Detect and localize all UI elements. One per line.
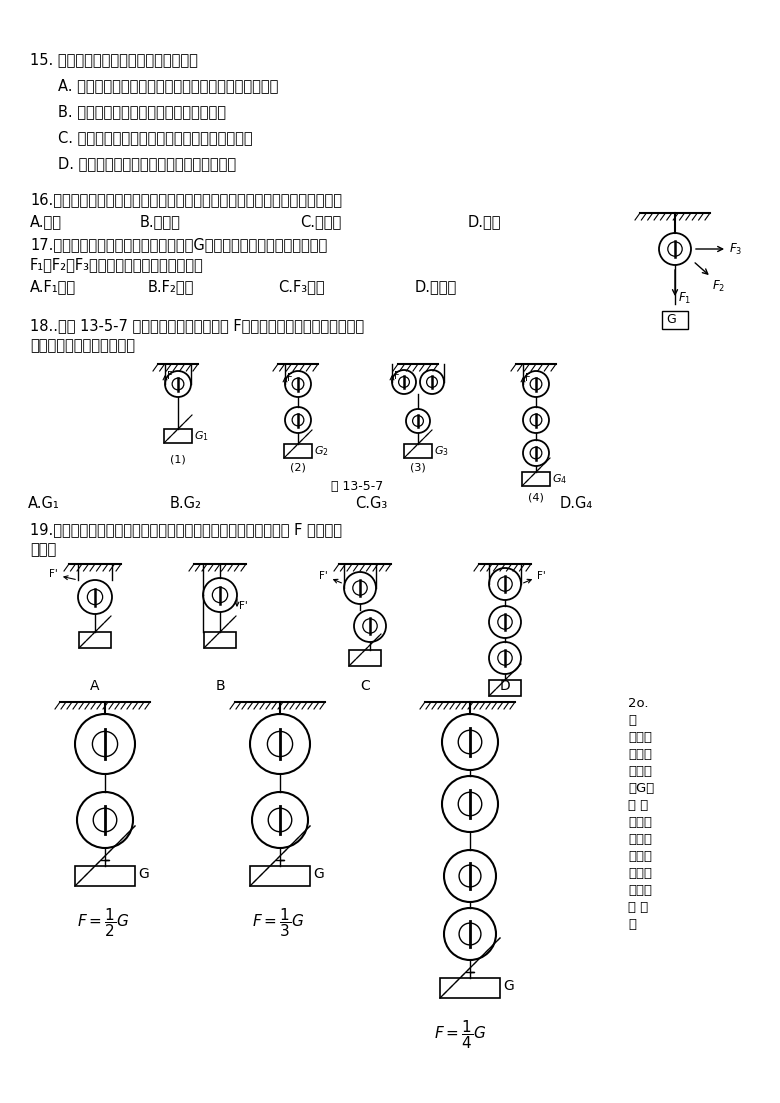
Text: (4): (4) <box>528 492 544 502</box>
Text: 15. 下列几种说法中正确的是（　　）。: 15. 下列几种说法中正确的是（ ）。 <box>30 52 198 67</box>
Text: C.G₃: C.G₃ <box>355 496 387 511</box>
Text: 滑轮组: 滑轮组 <box>628 748 652 761</box>
Text: F': F' <box>537 571 546 581</box>
Text: $F=\dfrac{1}{2}G$: $F=\dfrac{1}{2}G$ <box>77 906 129 939</box>
Text: F: F <box>167 371 172 381</box>
Text: (1): (1) <box>170 454 186 464</box>
Text: F': F' <box>319 571 328 581</box>
Text: A.G₁: A.G₁ <box>28 496 60 511</box>
Text: $G_2$: $G_2$ <box>314 445 328 458</box>
Text: A: A <box>90 679 100 693</box>
Text: B.G₂: B.G₂ <box>170 496 202 511</box>
Text: G: G <box>666 313 675 326</box>
Text: 物 体: 物 体 <box>628 799 648 812</box>
Text: $F_3$: $F_3$ <box>729 242 743 257</box>
Text: （　）: （ ） <box>30 542 56 557</box>
Text: 按: 按 <box>628 714 636 727</box>
Text: F': F' <box>239 601 248 611</box>
Text: 重，不: 重，不 <box>628 816 652 829</box>
Bar <box>522 472 550 486</box>
Text: B.F₂最大: B.F₂最大 <box>148 279 194 295</box>
Bar <box>440 978 500 998</box>
Bar <box>79 632 111 647</box>
Text: C.定滑轮: C.定滑轮 <box>300 214 342 229</box>
Text: 要求给: 要求给 <box>628 731 652 745</box>
Text: 2o.: 2o. <box>628 697 648 710</box>
Text: （G为: （G为 <box>628 782 654 795</box>
Bar <box>164 429 192 443</box>
Text: (2): (2) <box>290 462 306 472</box>
Text: 16.希望中学要安装升旗杆，下列简单机械中，适合安装在旗杆顶端的是（　）: 16.希望中学要安装升旗杆，下列简单机械中，适合安装在旗杆顶端的是（ ） <box>30 192 342 207</box>
Bar <box>404 445 432 458</box>
Text: (3): (3) <box>410 462 426 472</box>
Text: $F_2$: $F_2$ <box>712 279 725 295</box>
Text: C. 滑轮组的省力情况决定于承担物重的绳子段数: C. 滑轮组的省力情况决定于承担物重的绳子段数 <box>58 130 253 144</box>
Text: 考虑摩: 考虑摩 <box>628 833 652 846</box>
Bar <box>349 650 381 666</box>
Text: G: G <box>503 979 514 993</box>
Text: A.杠杆: A.杠杆 <box>30 214 62 229</box>
Text: ）: ） <box>628 918 636 931</box>
Text: C.F₃最大: C.F₃最大 <box>278 279 324 295</box>
Text: 擦及动: 擦及动 <box>628 850 652 863</box>
Text: C: C <box>360 679 370 693</box>
Text: F: F <box>287 373 292 383</box>
Bar <box>284 445 312 458</box>
Text: D. 任何滑轮组都具有既省力又省距离的優点: D. 任何滑轮组都具有既省力又省距离的優点 <box>58 156 236 171</box>
Text: F: F <box>525 373 530 383</box>
Text: 滑轮、: 滑轮、 <box>628 867 652 880</box>
Text: D.斜面: D.斜面 <box>468 214 502 229</box>
Bar <box>204 632 236 647</box>
Text: $F=\dfrac{1}{4}G$: $F=\dfrac{1}{4}G$ <box>434 1018 486 1051</box>
Text: F: F <box>394 371 399 381</box>
Text: D.G₄: D.G₄ <box>560 496 593 511</box>
Text: $G_3$: $G_3$ <box>434 445 448 458</box>
Text: G: G <box>138 867 149 881</box>
Text: $F_1$: $F_1$ <box>678 291 691 307</box>
Text: F': F' <box>49 569 58 579</box>
Text: A.F₁最大: A.F₁最大 <box>30 279 76 295</box>
Text: B. 滑轮组的省力情况决定于动滑轮的个数: B. 滑轮组的省力情况决定于动滑轮的个数 <box>58 104 226 119</box>
Text: D.一样大: D.一样大 <box>415 279 457 295</box>
Text: $G_1$: $G_1$ <box>194 429 209 442</box>
Bar <box>250 866 310 886</box>
Text: F₁、F₂、F₃，则三个力大小关系是（　）: F₁、F₂、F₃，则三个力大小关系是（ ） <box>30 257 204 272</box>
Text: $G_4$: $G_4$ <box>552 472 567 485</box>
Text: D: D <box>500 679 510 693</box>
Text: 18..如图 13-5-7 所示，人对绳的拉力都是 F，将各重物匀速提起。不计动滑: 18..如图 13-5-7 所示，人对绳的拉力都是 F，将各重物匀速提起。不计动… <box>30 318 364 333</box>
Bar <box>75 866 135 886</box>
Text: 重 力: 重 力 <box>628 901 648 914</box>
Text: B: B <box>215 679 225 693</box>
Text: 绳子的: 绳子的 <box>628 884 652 897</box>
Text: 19.用不同机械将同样重物匀速提升，若不计摩擦和滑轮重，拉力 F 最小的是: 19.用不同机械将同样重物匀速提升，若不计摩擦和滑轮重，拉力 F 最小的是 <box>30 522 342 537</box>
Text: A. 任何一个滑轮组都具备既省力又改变动力方向的優点: A. 任何一个滑轮组都具备既省力又改变动力方向的優点 <box>58 78 278 93</box>
Text: 图 13-5-7: 图 13-5-7 <box>331 480 383 493</box>
Text: B.动滑轮: B.动滑轮 <box>140 214 181 229</box>
Text: 17.如图所示，通过定滑轮匀速提起重物G时，向三个方向拉动的力分别为: 17.如图所示，通过定滑轮匀速提起重物G时，向三个方向拉动的力分别为 <box>30 237 328 251</box>
Text: 继线．: 继线． <box>628 765 652 778</box>
Text: G: G <box>313 867 324 881</box>
Text: $F=\dfrac{1}{3}G$: $F=\dfrac{1}{3}G$ <box>252 906 304 939</box>
Bar <box>662 311 688 329</box>
Text: 轮重，物重最大的是（　）: 轮重，物重最大的是（ ） <box>30 338 135 353</box>
Bar <box>489 681 521 696</box>
